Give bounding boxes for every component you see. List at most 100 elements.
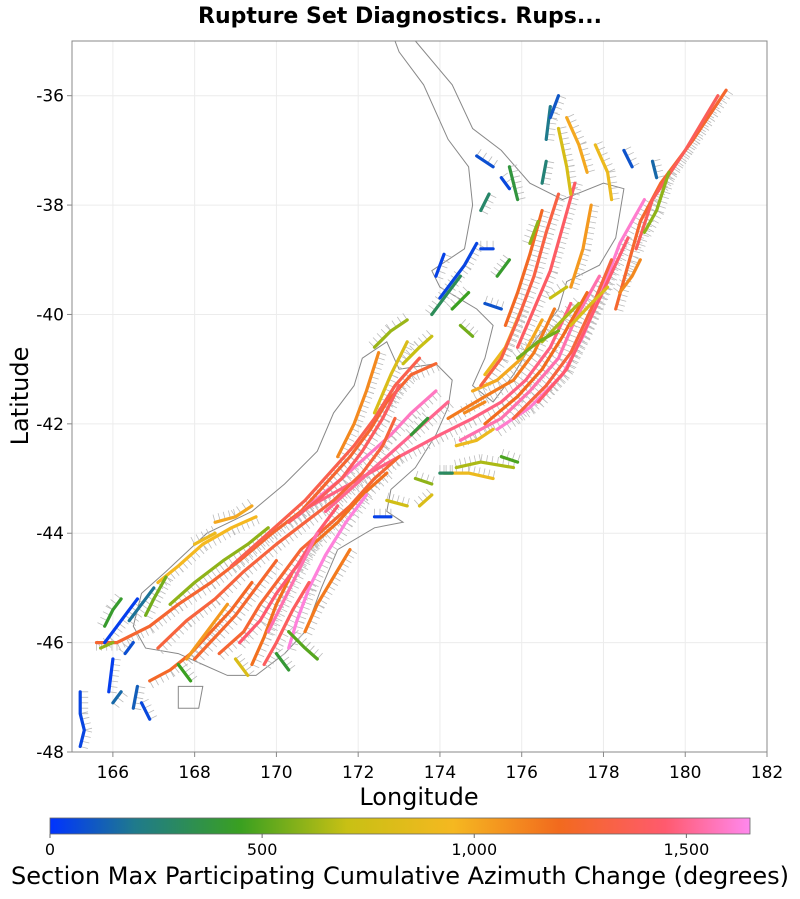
colorbar (49, 817, 751, 835)
fault-section-trace (274, 652, 291, 672)
fault-section-trace (528, 219, 540, 245)
x-axis-ticks: 166 168 170 172 174 176 178 180 182 (97, 752, 783, 783)
fault-dip-hatch (108, 658, 121, 694)
fault-dip-hatch (374, 508, 392, 517)
fault-dip-hatch (415, 470, 435, 485)
fault-section-trace (123, 641, 135, 656)
y-axis-label: Latitude (6, 347, 34, 446)
x-tick-label: 180 (669, 763, 701, 783)
fault-section-trace (483, 291, 589, 426)
fault-section-trace (107, 657, 115, 694)
fault-section-trace (287, 384, 401, 524)
fault-dip-hatch (537, 237, 636, 408)
coastline-north (394, 41, 625, 403)
colorbar-label: Section Max Participating Cumulative Azi… (11, 862, 789, 890)
fault-dip-hatch (566, 113, 595, 173)
fault-section-trace (495, 258, 511, 278)
x-tick-label: 172 (342, 763, 374, 783)
fault-section-trace (536, 236, 630, 404)
fault-dip-hatch (476, 148, 498, 168)
fault-dip-hatch (550, 95, 567, 121)
fault-section-trace (622, 148, 634, 169)
fault-section-trace (593, 143, 614, 202)
fault-section-trace (131, 684, 139, 710)
fault-dip-hatch (435, 253, 452, 280)
fault-section-trace (540, 159, 548, 185)
x-tick-label: 166 (97, 763, 129, 783)
y-tick-label: -38 (36, 196, 64, 216)
fault-section-trace (544, 105, 552, 141)
fault-section-trace (99, 641, 115, 650)
fault-dip-hatch (652, 159, 665, 179)
fault-section-trace (471, 318, 544, 393)
y-tick-label: -36 (36, 87, 64, 107)
fault-dip-hatch (522, 218, 539, 244)
chart-title: Rupture Set Diagnostics. Rups... (198, 4, 602, 29)
fault-section-trace (479, 192, 491, 213)
fault-dip-hatch (542, 160, 555, 186)
fault-dip-hatch (509, 164, 526, 200)
colorbar-tick-label: 1,000 (451, 840, 497, 859)
y-tick-label: -40 (36, 305, 64, 325)
fault-dip-hatch (212, 498, 253, 523)
fault-section-trace (409, 416, 430, 437)
fault-section-trace (434, 252, 446, 278)
fault-section-trace (213, 504, 254, 524)
fault-dip-hatch (517, 182, 583, 351)
x-tick-label: 174 (424, 763, 456, 783)
fault-section-trace (446, 307, 556, 420)
fault-section-trace (548, 285, 569, 300)
fault-section-trace (303, 548, 352, 634)
fault-section-trace (556, 126, 573, 196)
fault-section-trace (144, 575, 168, 617)
fault-section-trace (94, 362, 438, 645)
fault-section-trace (430, 274, 462, 317)
x-tick-label: 170 (260, 763, 292, 783)
fault-dip-hatch (480, 193, 567, 391)
fault-section-trace (336, 351, 381, 459)
fault-dip-hatch (413, 488, 433, 507)
fault-section-trace (127, 586, 156, 623)
fault-section-trace (262, 580, 311, 667)
fault-dip-hatch (190, 526, 216, 545)
fault-dip-hatch (405, 412, 428, 436)
fault-section-trace (156, 416, 397, 650)
x-axis-label: Longitude (359, 783, 478, 811)
fault-dip-hatch (80, 691, 93, 749)
fault-dip-hatch (157, 516, 260, 589)
x-tick-label: 182 (751, 763, 783, 783)
fault-section-trace (516, 329, 561, 360)
fault-section-trace (385, 498, 409, 508)
fault-dip-hatch (288, 625, 323, 660)
fault-section-trace (176, 662, 193, 683)
fault-dip-hatch (480, 193, 497, 215)
fault-dip-hatch (446, 286, 469, 310)
fault-section-trace (287, 630, 319, 661)
plot-area (72, 41, 767, 752)
plot-frame (71, 40, 768, 753)
fault-section-trace (507, 165, 520, 202)
y-tick-label: -42 (36, 415, 64, 435)
fault-section-trace (217, 455, 401, 656)
fault-section-trace (238, 504, 340, 645)
fault-dip-hatch (545, 280, 568, 299)
fault-section-trace (458, 323, 475, 338)
fault-section-trace (287, 493, 368, 650)
fault-section-trace (499, 455, 520, 464)
fault-dip-hatch (268, 532, 325, 636)
fault-section-trace (233, 657, 250, 677)
y-tick-label: -48 (36, 743, 64, 763)
fault-dip-hatch (484, 295, 505, 310)
fault-section-trace (516, 181, 577, 349)
fault-section-trace (454, 427, 495, 448)
fault-dip-hatch (276, 648, 296, 671)
fault-section-trace (483, 301, 503, 311)
fault-section-trace (148, 580, 254, 683)
fault-section-trace (450, 291, 471, 311)
fault-dip-hatch (288, 494, 374, 651)
fault-dip-hatch (288, 385, 407, 529)
fault-section-trace (413, 476, 434, 486)
fault-section-trace (499, 176, 511, 191)
fault-dip-hatch (472, 319, 550, 399)
colorbar-tick-label: 1,500 (663, 840, 709, 859)
